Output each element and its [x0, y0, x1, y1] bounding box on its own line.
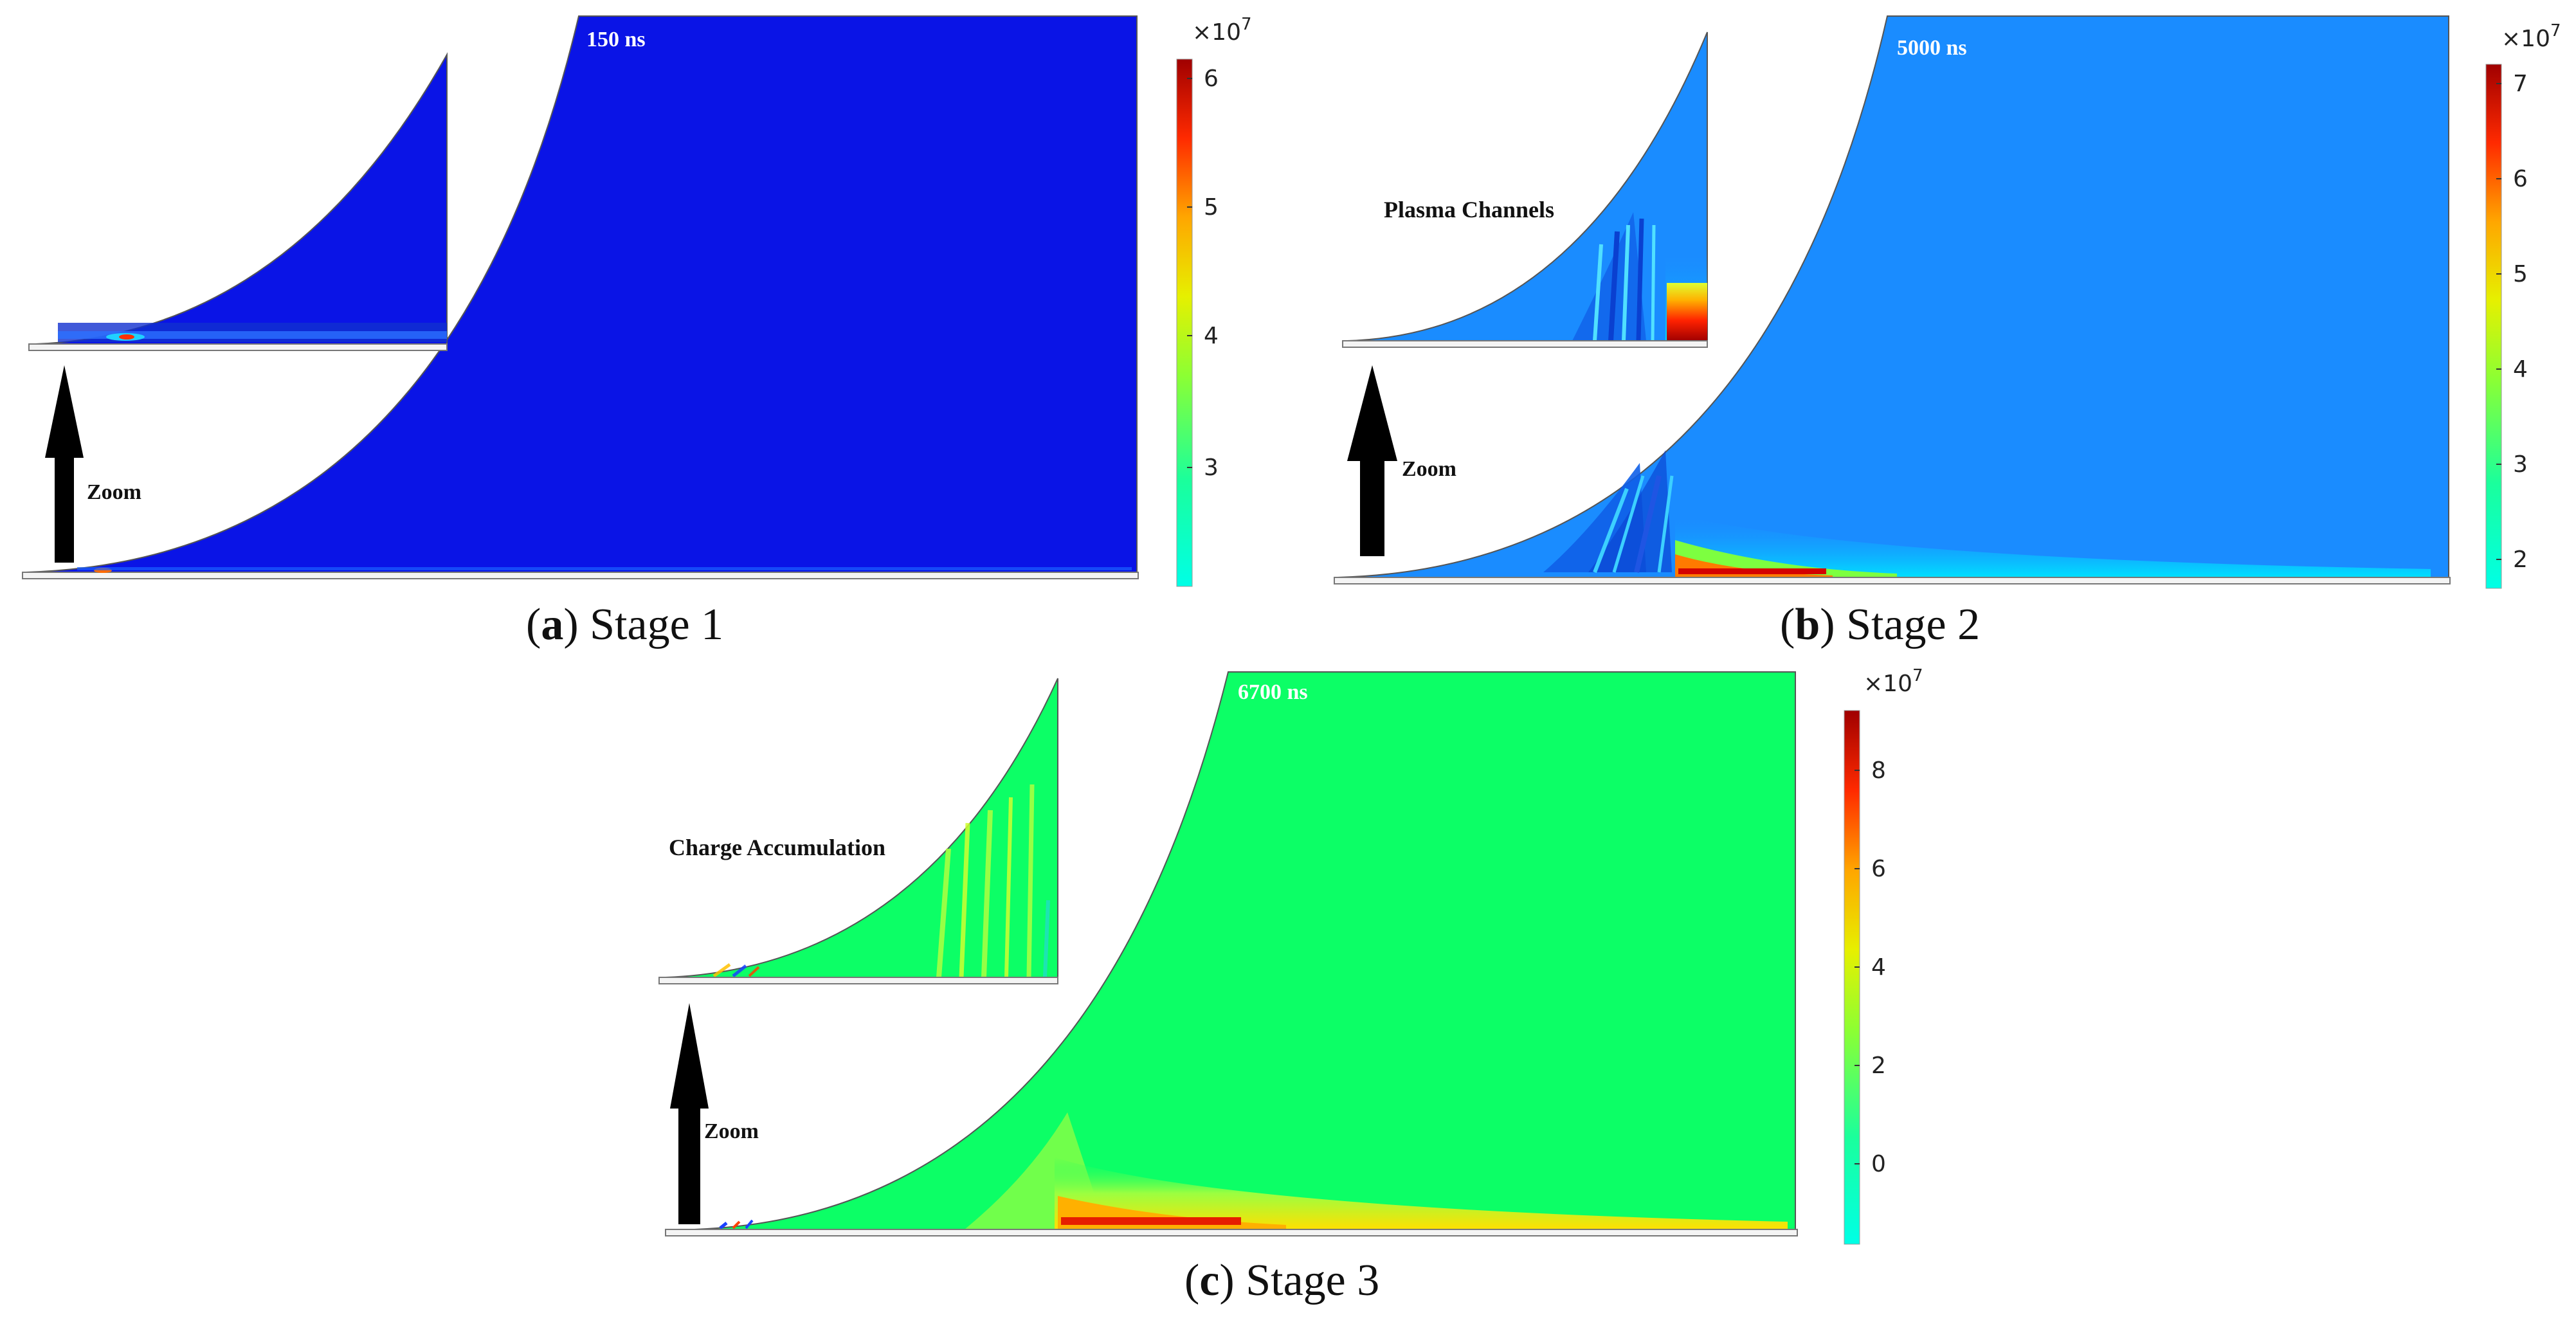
panel-c-tick: 6: [1871, 856, 1886, 882]
panel-b-tick: 5: [2513, 261, 2528, 287]
panel-a-tick: 4: [1204, 323, 1219, 349]
panel-c-inset-surface: [658, 977, 1058, 984]
panel-a-tick: 6: [1204, 66, 1219, 92]
panel-a-inset-surface: [28, 343, 448, 351]
panel-a-tick: 5: [1204, 194, 1219, 221]
panel-a-tick: 3: [1204, 455, 1219, 481]
panel-b-multiplier: ×107: [2501, 21, 2561, 52]
panel-b-inset-surface: [1342, 340, 1708, 348]
panel-b-tick: 6: [2513, 166, 2528, 192]
panel-a-multiplier: ×107: [1192, 15, 1252, 46]
caption-a: (a) Stage 1: [526, 600, 724, 649]
panel-c-zoom-arrow: [670, 1003, 709, 1224]
panel-a-inset: [35, 52, 448, 345]
panel-b-streamers: [1543, 450, 1674, 574]
panel-c-multiplier: ×107: [1864, 666, 1923, 697]
panel-b-tick: 4: [2513, 356, 2528, 383]
panel-c-edge-striations: [719, 1219, 754, 1229]
panel-b-inset-streamers: [1572, 212, 1656, 341]
panel-c-zoom-label: Zoom: [704, 1119, 759, 1143]
panel-b-surface: [1334, 577, 2451, 584]
panel-b-colorbar: [2485, 64, 2502, 589]
panel-a-time: 150 ns: [586, 28, 646, 51]
panel-c-tick: 2: [1871, 1053, 1886, 1079]
panel-c-tick: 8: [1871, 757, 1886, 784]
panel-b-inset-label: Plasma Channels: [1384, 197, 1554, 222]
panel-c: 6700 ns Charge Accumulation Zoom: [658, 666, 1923, 1245]
panel-b-zoom-label: Zoom: [1402, 457, 1456, 481]
panel-a: 150 ns Zoom 6 5 4 3 ×107: [22, 15, 1252, 587]
caption-b: (b) Stage 2: [1780, 600, 1981, 649]
panel-c-inset: [665, 678, 1058, 978]
panel-a-zoom-label: Zoom: [87, 480, 141, 504]
panel-b-time: 5000 ns: [1897, 36, 1967, 60]
caption-c: (c) Stage 3: [1184, 1256, 1380, 1305]
panel-b: 5000 ns Plasma Channels Zoom: [1334, 15, 2561, 589]
panel-a-field: [25, 15, 1138, 573]
panel-b-colorbar-ticks: [2496, 83, 2501, 560]
panel-b-tick: 2: [2513, 547, 2528, 573]
panel-b-tick: 7: [2513, 71, 2528, 97]
panel-c-colorbar: [1844, 710, 1860, 1245]
panel-a-colorbar: [1176, 59, 1193, 587]
panel-c-field: [694, 671, 1796, 1230]
panel-b-zoom-arrow: [1347, 365, 1397, 556]
panel-a-zoom-arrow: [45, 365, 84, 563]
panel-c-time: 6700 ns: [1238, 680, 1308, 704]
panel-c-inset-striations: [712, 784, 1050, 978]
panel-c-surface: [665, 1229, 1798, 1236]
panel-c-tick: 0: [1871, 1151, 1886, 1177]
panel-c-colorbar-ticks: [1855, 770, 1860, 1164]
panel-b-tick: 3: [2513, 451, 2528, 478]
panel-c-tick: 4: [1871, 954, 1886, 981]
panel-b-field: [1337, 15, 2449, 578]
panel-a-surface: [22, 572, 1139, 579]
panel-c-inset-label: Charge Accumulation: [669, 835, 885, 860]
panel-a-colorbar-ticks: [1187, 78, 1192, 468]
